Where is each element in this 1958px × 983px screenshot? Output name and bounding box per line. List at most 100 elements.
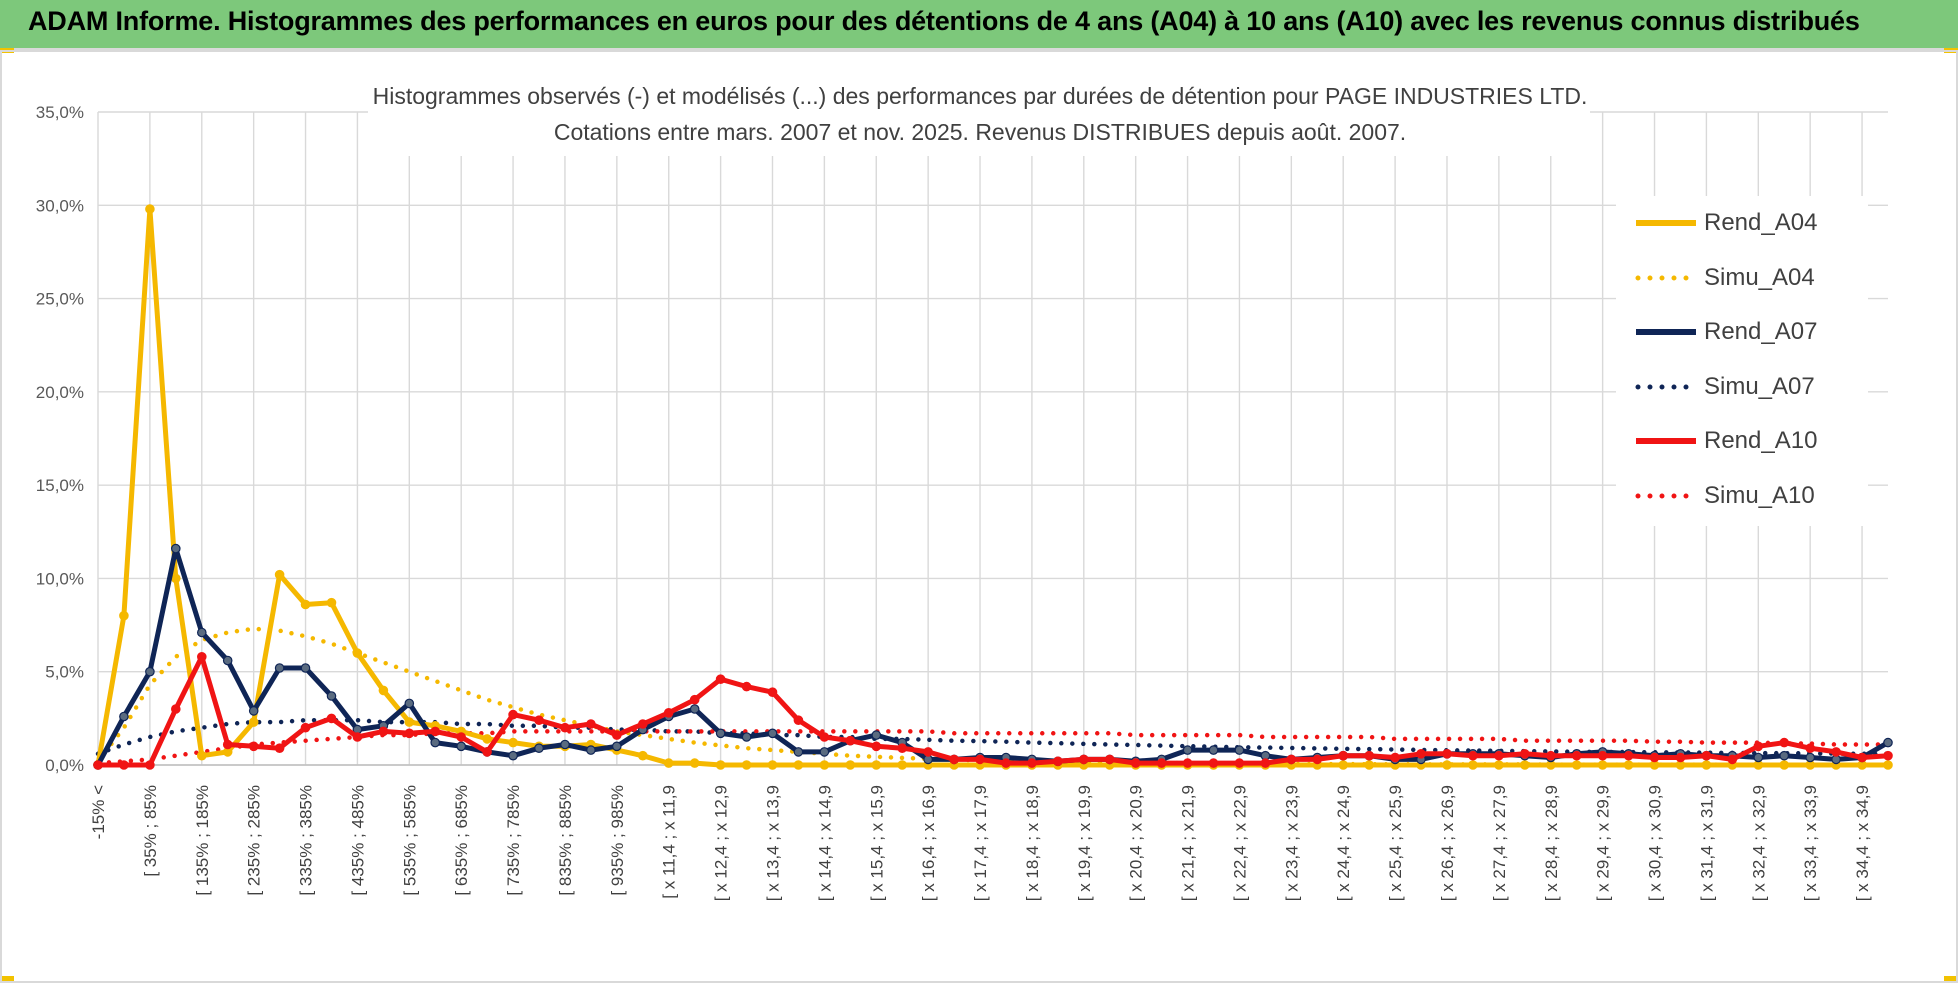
legend-entry-rend-a07[interactable]: Rend_A07 (1634, 317, 1817, 347)
data-point-rend_a10 (897, 743, 907, 753)
data-point-rend_a04 (871, 760, 882, 770)
data-point-rend_a10 (741, 681, 752, 692)
x-tick-label: [ 735% ; 785% (504, 785, 523, 896)
data-point-rend_a04 (482, 734, 492, 744)
x-tick-label: [ 535% ; 585% (400, 785, 419, 896)
x-tick-label: [ x 29,4 ; x 29,9 (1594, 785, 1613, 901)
data-point-rend_a04 (300, 599, 311, 610)
data-point-rend_a07 (741, 732, 752, 742)
series-line-rend_a10 (95, 654, 1891, 768)
data-point-rend_a07 (715, 728, 726, 739)
x-tick-label: [ x 32,4 ; x 32,9 (1749, 785, 1768, 901)
data-point-rend_a04 (145, 204, 155, 214)
series-line-rend_a04 (95, 206, 1891, 768)
data-point-rend_a10 (1079, 754, 1089, 765)
x-tick-label: [ 635% ; 685% (452, 785, 471, 896)
data-point-rend_a07 (689, 704, 700, 714)
y-tick-label: 30,0% (36, 196, 84, 215)
data-point-rend_a10 (171, 704, 181, 714)
data-point-rend_a04 (1597, 760, 1608, 770)
data-point-rend_a10 (1701, 750, 1712, 761)
x-tick-label: [ x 28,4 ; x 28,9 (1542, 785, 1561, 901)
data-point-rend_a10 (352, 732, 363, 742)
data-point-rend_a10 (482, 747, 492, 757)
data-point-rend_a10 (1338, 750, 1348, 761)
legend-swatch (1636, 329, 1696, 335)
legend-entry-simu-a07[interactable]: Simu_A07 (1634, 372, 1815, 402)
legend-swatch (1635, 493, 1698, 499)
chart-subtitle: Cotations entre mars. 2007 et nov. 2025.… (554, 119, 1406, 145)
chart-frame (0, 50, 1958, 983)
legend-swatch (1636, 438, 1696, 444)
data-point-rend_a04 (352, 648, 363, 658)
data-point-rend_a10 (1442, 748, 1452, 759)
data-point-rend_a07 (1805, 752, 1815, 763)
y-tick-label: 5,0% (45, 663, 84, 682)
x-tick-label: [ x 21,4 ; x 21,9 (1179, 785, 1198, 901)
data-point-rend_a10 (975, 754, 985, 765)
data-point-rend_a07 (1753, 752, 1764, 763)
data-point-rend_a04 (197, 750, 207, 761)
data-point-rend_a04 (404, 717, 415, 727)
x-tick-label: [ x 34,4 ; x 34,9 (1853, 785, 1872, 901)
data-point-rend_a10 (1156, 758, 1167, 768)
data-point-rend_a10 (689, 694, 700, 705)
x-tick-label: [ x 23,4 ; x 23,9 (1282, 785, 1301, 901)
legend-entry-simu-a04[interactable]: Simu_A04 (1634, 263, 1815, 293)
x-tick-label: [ 235% ; 285% (245, 785, 264, 896)
data-point-rend_a04 (1364, 760, 1374, 770)
data-point-rend_a10 (1260, 758, 1271, 768)
legend-backdrop (1616, 196, 1868, 526)
data-point-rend_a10 (1208, 758, 1219, 768)
data-point-rend_a04 (767, 760, 778, 770)
data-point-rend_a04 (741, 760, 752, 770)
data-point-rend_a10 (1494, 750, 1504, 761)
x-tick-label: [ x 20,4 ; x 20,9 (1127, 785, 1146, 901)
chart-title: Histogrammes observés (-) et modélisés (… (373, 83, 1588, 109)
data-point-rend_a10 (611, 730, 622, 740)
series-line-rend_a07 (95, 546, 1891, 768)
x-tick-label: [ x 18,4 ; x 18,9 (1023, 785, 1042, 901)
legend-entry-simu-a10[interactable]: Simu_A10 (1634, 481, 1815, 511)
x-tick-label: [ x 30,4 ; x 30,9 (1646, 785, 1665, 901)
data-point-rend_a07 (611, 741, 622, 752)
data-point-rend_a10 (1001, 758, 1011, 768)
data-point-rend_a10 (637, 719, 648, 729)
x-tick-label: -15% < (89, 785, 108, 839)
report-banner: ADAM Informe. Histogrammes des performan… (0, 0, 1958, 50)
data-point-rend_a04 (689, 758, 700, 768)
title-backdrop (368, 74, 1590, 156)
data-point-rend_a07 (300, 663, 311, 673)
data-point-rend_a04 (663, 758, 674, 768)
data-point-rend_a07 (819, 747, 830, 757)
x-tick-label: [ x 22,4 ; x 22,9 (1230, 785, 1249, 901)
legend-label: Simu_A10 (1704, 482, 1815, 509)
legend-label: Rend_A04 (1704, 209, 1818, 236)
data-point-rend_a10 (534, 715, 544, 725)
data-point-rend_a07 (326, 691, 337, 701)
y-tick-label: 10,0% (36, 569, 84, 588)
data-point-rend_a07 (430, 737, 440, 748)
data-point-rend_a07 (404, 698, 415, 709)
data-point-rend_a04 (819, 760, 830, 770)
data-point-rend_a10 (119, 760, 129, 770)
x-tick-label: [ x 11,4 ; x 11,9 (660, 785, 679, 899)
data-point-rend_a10 (1234, 758, 1245, 768)
corner-marker (1944, 976, 1958, 981)
data-point-rend_a07 (793, 747, 804, 757)
y-tick-label: 25,0% (36, 290, 84, 309)
data-point-rend_a10 (663, 707, 674, 718)
x-tick-label: [ x 16,4 ; x 16,9 (919, 785, 938, 901)
data-point-rend_a10 (923, 747, 933, 757)
x-tick-label: [ x 33,4 ; x 33,9 (1801, 785, 1820, 901)
legend-swatch (1635, 384, 1698, 390)
data-point-rend_a04 (1571, 760, 1582, 770)
data-point-rend_a10 (1831, 747, 1841, 757)
legend-entry-rend-a10[interactable]: Rend_A10 (1634, 426, 1817, 456)
data-point-rend_a10 (1364, 750, 1374, 761)
data-point-rend_a04 (508, 737, 518, 748)
data-point-rend_a10 (1312, 754, 1323, 765)
data-point-rend_a07 (534, 743, 544, 753)
legend-entry-rend-a04[interactable]: Rend_A04 (1634, 208, 1817, 238)
